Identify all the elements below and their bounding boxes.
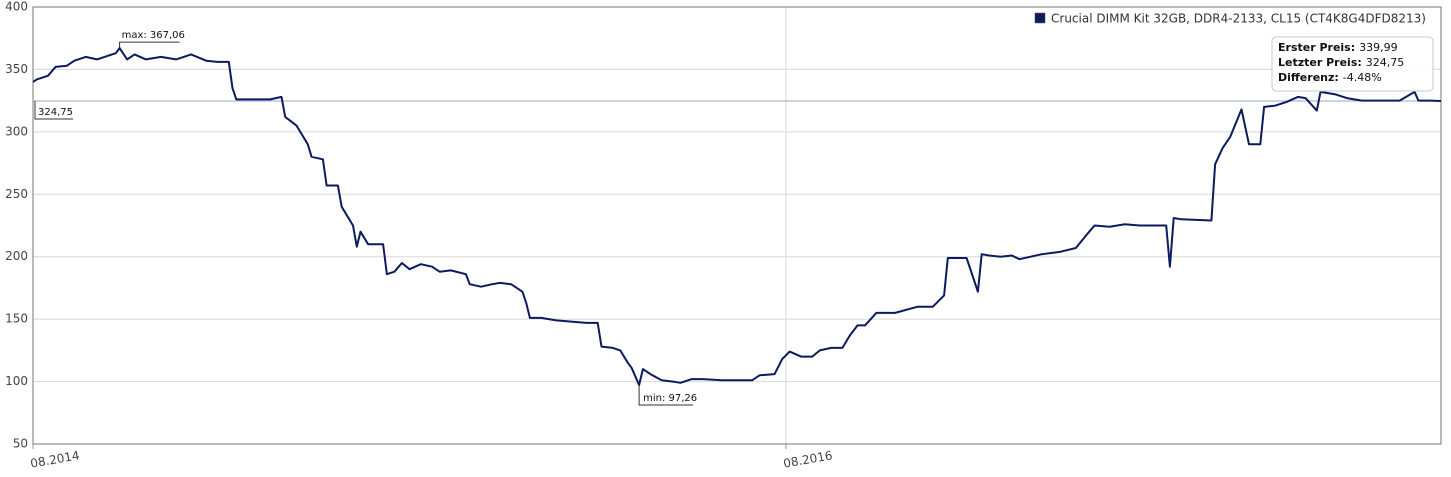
x-tick-label: 08.2016	[782, 448, 833, 470]
annotation-connector	[34, 100, 73, 120]
info-value: 339,99	[1359, 41, 1398, 54]
y-tick-label: 300	[5, 124, 28, 138]
legend-label: Crucial DIMM Kit 32GB, DDR4-2133, CL15 (…	[1051, 12, 1426, 26]
y-tick-label: 200	[5, 249, 28, 263]
annotation-label: 324,75	[38, 107, 73, 118]
annotation-connector	[638, 384, 694, 406]
y-tick-label: 350	[5, 62, 28, 76]
info-label: Differenz:	[1278, 71, 1339, 84]
y-tick-label: 250	[5, 187, 28, 201]
y-tick-label: 100	[5, 374, 28, 388]
info-box	[1271, 36, 1434, 92]
x-tick-label: 08.2014	[29, 448, 80, 470]
y-tick-label: 50	[13, 437, 28, 451]
annotation-connector	[119, 41, 180, 49]
y-tick-label: 400	[5, 0, 28, 14]
info-value: 324,75	[1366, 56, 1405, 69]
annotation-label: min: 97,26	[643, 393, 697, 404]
info-value: -4.48%	[1343, 71, 1382, 84]
legend-swatch	[1034, 12, 1046, 24]
info-label: Letzter Preis:	[1278, 56, 1362, 69]
annotation-label: max: 367,06	[122, 30, 185, 41]
y-tick-label: 150	[5, 312, 28, 326]
price-line	[32, 47, 1442, 386]
info-label: Erster Preis:	[1278, 41, 1355, 54]
plot-frame	[32, 6, 1442, 445]
